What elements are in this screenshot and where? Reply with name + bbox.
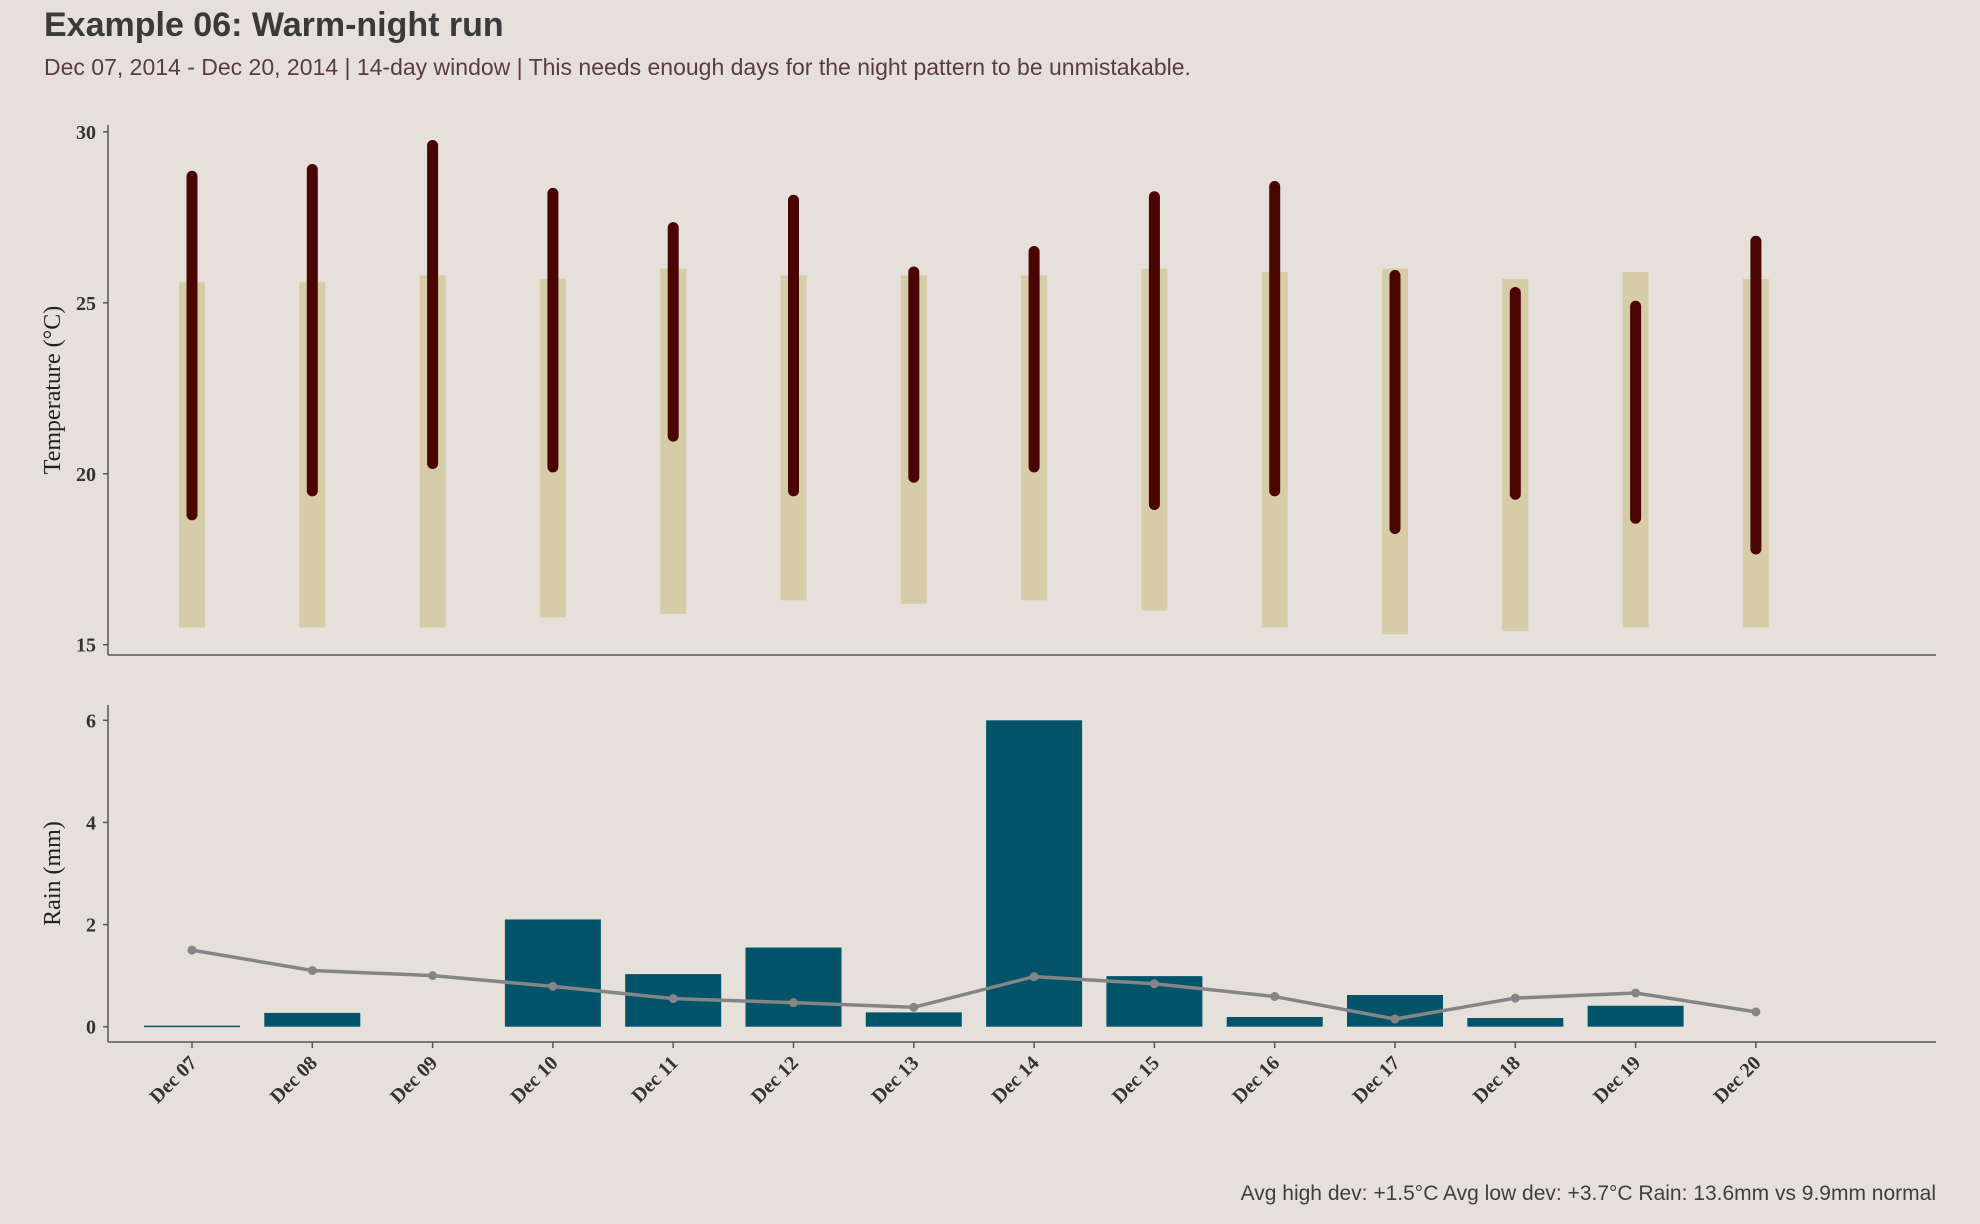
- temperature-panel: 15 20 25 30 Temperature (°C): [40, 122, 1936, 657]
- normal-rain-point: [428, 971, 438, 981]
- rain-bar: [1587, 1005, 1684, 1027]
- normal-rain-point: [668, 994, 678, 1004]
- normal-rain-point: [1149, 979, 1159, 989]
- normal-rain-point: [1751, 1007, 1761, 1017]
- x-tick-label: Dec 14: [988, 1052, 1044, 1108]
- normal-rain-point: [307, 966, 317, 976]
- normal-rain-point: [1631, 988, 1641, 998]
- rain-y-axis-title: Rain (mm): [40, 821, 66, 926]
- normal-rain-point: [548, 981, 558, 991]
- temp-y-tick-label: 20: [76, 464, 96, 486]
- summary-footer: Avg high dev: +1.5°C Avg low dev: +3.7°C…: [1240, 1182, 1936, 1205]
- rain-bar: [504, 919, 601, 1027]
- rain-y-tick-label: 0: [86, 1017, 96, 1039]
- rain-bar: [865, 1012, 962, 1027]
- chart-title: Example 06: Warm-night run: [44, 6, 504, 44]
- normal-rain-point: [187, 945, 197, 955]
- x-tick-label: Dec 09: [386, 1052, 442, 1108]
- rain-bar: [745, 947, 842, 1027]
- x-tick-label: Dec 10: [506, 1052, 562, 1108]
- x-tick-label: Dec 13: [867, 1052, 923, 1108]
- temp-y-tick-label: 15: [76, 635, 96, 657]
- x-tick-label: Dec 08: [266, 1052, 322, 1108]
- x-tick-label: Dec 15: [1108, 1052, 1164, 1108]
- rain-bar: [1467, 1018, 1564, 1027]
- x-tick-label: Dec 19: [1589, 1052, 1645, 1108]
- normal-rain-point: [1029, 972, 1039, 982]
- rain-y-tick-label: 4: [86, 812, 96, 834]
- x-tick-label: Dec 16: [1228, 1052, 1284, 1108]
- rain-panel: 0 2 4 6 Rain (mm): [40, 705, 1936, 1043]
- x-tick-label: Dec 07: [146, 1052, 202, 1108]
- normal-rain-line: [191, 948, 1757, 1021]
- normal-rain-point: [1270, 992, 1280, 1002]
- normal-rain-point: [1510, 993, 1520, 1003]
- x-tick-label: Dec 11: [628, 1052, 683, 1107]
- rain-bar: [1226, 1016, 1323, 1027]
- temp-y-tick-label: 25: [76, 293, 96, 315]
- rain-bar: [264, 1012, 361, 1027]
- x-tick-label: Dec 20: [1709, 1052, 1765, 1108]
- rain-y-tick-label: 2: [86, 915, 96, 937]
- chart-subtitle: Dec 07, 2014 - Dec 20, 2014 | 14-day win…: [44, 54, 1191, 80]
- temp-y-tick-label: 30: [76, 122, 96, 144]
- x-tick-label: Dec 18: [1469, 1052, 1525, 1108]
- rain-bar: [144, 1025, 240, 1028]
- x-axis-labels: Dec 07 Dec 08 Dec 09 Dec 10 Dec 11 Dec 12 Dec …: [146, 1042, 1765, 1108]
- normal-rain-point: [909, 1002, 919, 1012]
- x-tick-label: Dec 12: [747, 1052, 803, 1108]
- rain-y-tick-label: 6: [86, 710, 96, 732]
- normal-rain-point: [1390, 1014, 1400, 1024]
- normal-rain-point: [789, 998, 798, 1008]
- temp-y-axis-title: Temperature (°C): [40, 306, 66, 475]
- x-tick-label: Dec 17: [1349, 1052, 1405, 1108]
